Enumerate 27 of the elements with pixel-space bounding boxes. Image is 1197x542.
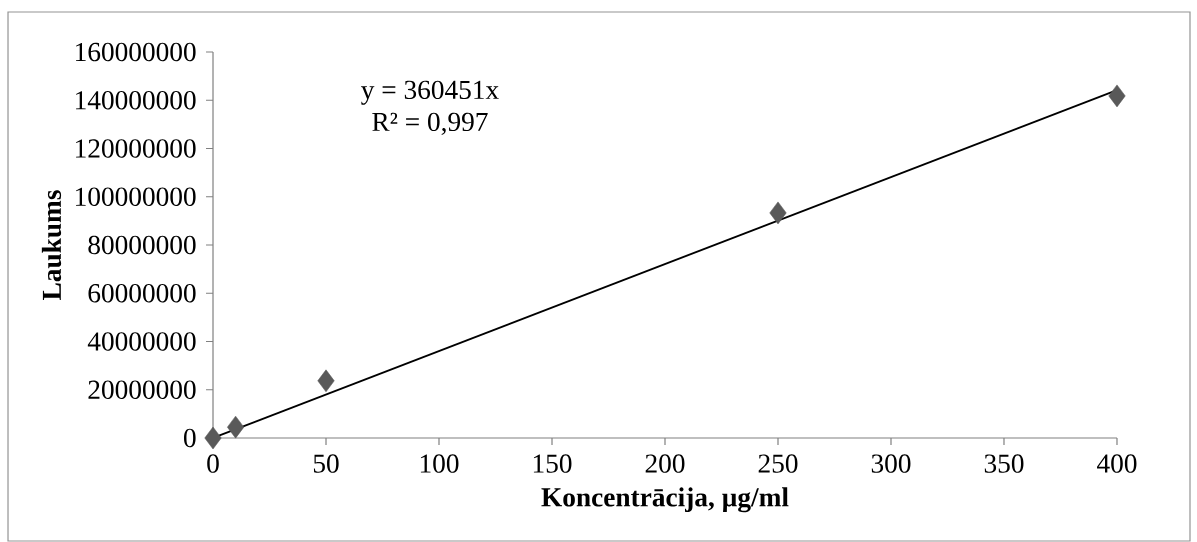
x-tick-label: 350 <box>984 454 1024 473</box>
x-tick-label: 50 <box>313 454 339 473</box>
point <box>204 426 222 450</box>
x-axis-title: Koncentrācija, µg/ml <box>541 487 789 513</box>
annotation: R² = 0,997 <box>372 112 488 136</box>
x-tick-label: 300 <box>871 454 911 473</box>
y-tick-label: 40000000 <box>87 332 196 351</box>
point <box>1108 84 1126 108</box>
y-tick-label: 60000000 <box>88 284 196 303</box>
y-tick-label: 20000000 <box>88 380 196 399</box>
y-tick-label: 140000000 <box>76 91 196 110</box>
x-tick-label: 200 <box>645 454 685 473</box>
point <box>317 369 335 393</box>
y-tick-label: 160000000 <box>76 42 196 62</box>
y-tick-label: 120000000 <box>76 139 196 158</box>
x-tick-label: 250 <box>758 454 798 473</box>
y-tick-label: 100000000 <box>76 187 196 206</box>
annotation: y = 360451x <box>361 80 499 105</box>
y-tick-label: 0 <box>184 428 196 448</box>
x-tick-label: 0 <box>207 454 219 473</box>
y-axis-title: Laukums <box>41 190 62 300</box>
x-tick-label: 100 <box>420 454 459 473</box>
x-tick-label: 150 <box>533 454 572 473</box>
y-tick-label: 80000000 <box>88 235 196 255</box>
x-tick-label: 400 <box>1097 454 1137 473</box>
point <box>227 415 245 439</box>
point <box>769 201 787 225</box>
